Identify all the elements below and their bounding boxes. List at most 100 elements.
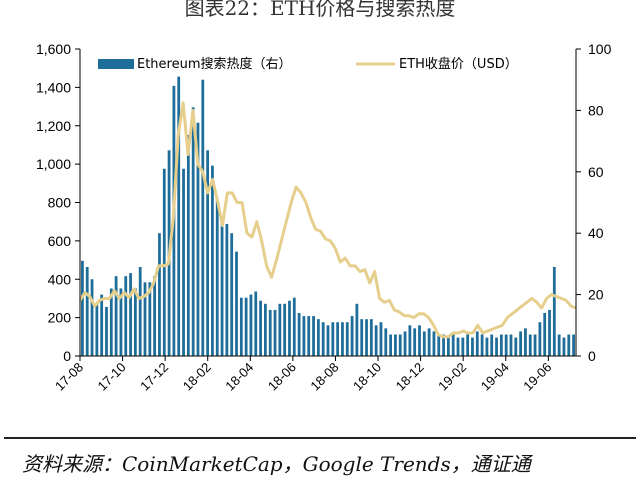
bar bbox=[148, 282, 152, 356]
right-tick-label: 80 bbox=[588, 102, 604, 118]
right-tick-label: 60 bbox=[588, 164, 604, 180]
left-tick-label: 1,000 bbox=[36, 156, 71, 172]
bar bbox=[138, 266, 142, 356]
bar bbox=[461, 337, 465, 356]
bar bbox=[528, 334, 532, 356]
bottom-rule bbox=[4, 437, 636, 439]
source-note: 资料来源：CoinMarketCap，Google Trends，通证通 bbox=[22, 452, 531, 476]
bar bbox=[119, 288, 123, 356]
right-tick-label: 100 bbox=[588, 41, 612, 57]
bar bbox=[288, 300, 291, 356]
bar bbox=[446, 337, 450, 356]
bar bbox=[548, 309, 551, 356]
x-tick-label: 18-04 bbox=[222, 360, 256, 394]
chart-title: 图表22：ETH价格与搜索热度 bbox=[184, 0, 456, 20]
bar-series bbox=[81, 76, 575, 357]
bar bbox=[109, 288, 113, 356]
bar bbox=[475, 331, 479, 356]
left-tick-label: 0 bbox=[63, 348, 71, 364]
x-tick-label: 18-10 bbox=[350, 360, 384, 394]
bar bbox=[341, 322, 344, 356]
bar bbox=[442, 334, 445, 356]
x-tick-label: 18-12 bbox=[393, 360, 427, 394]
bar bbox=[292, 297, 296, 356]
bar bbox=[499, 334, 503, 356]
bar bbox=[374, 325, 378, 356]
bar bbox=[509, 334, 513, 356]
left-tick-label: 1,200 bbox=[36, 118, 71, 134]
bar bbox=[336, 322, 340, 356]
bar bbox=[220, 217, 224, 356]
bar bbox=[326, 325, 330, 356]
bar bbox=[432, 331, 436, 356]
bar bbox=[567, 334, 571, 356]
bar bbox=[235, 251, 238, 356]
left-tick-label: 400 bbox=[48, 271, 72, 287]
bar bbox=[81, 260, 84, 356]
bar bbox=[471, 337, 474, 356]
bar bbox=[162, 168, 166, 356]
bar bbox=[307, 316, 311, 356]
bar bbox=[191, 107, 195, 356]
bar bbox=[360, 319, 364, 356]
bar bbox=[105, 306, 108, 356]
bar bbox=[321, 322, 325, 356]
right-tick-label: 40 bbox=[588, 225, 604, 241]
bar bbox=[129, 273, 132, 356]
bar bbox=[302, 316, 306, 356]
bar bbox=[133, 288, 137, 356]
legend-bar-swatch bbox=[98, 59, 134, 69]
chart-canvas: 0 200 400 600 800 1,000 1,200 1,400 1,600 0 20 40 60… bbox=[36, 41, 612, 394]
bar bbox=[297, 313, 301, 356]
bar bbox=[422, 331, 426, 356]
left-tick-label: 200 bbox=[48, 310, 72, 326]
bar bbox=[504, 334, 508, 356]
x-tick-label: 19-02 bbox=[435, 360, 469, 394]
legend-bar-label: Ethereum搜索热度（右） bbox=[137, 56, 292, 72]
bar bbox=[153, 276, 157, 356]
right-tick-label: 20 bbox=[588, 287, 604, 303]
bar bbox=[215, 199, 219, 356]
bar bbox=[273, 309, 277, 356]
bar bbox=[466, 334, 470, 356]
bar bbox=[480, 334, 484, 356]
bar bbox=[403, 331, 407, 356]
bar bbox=[427, 328, 431, 356]
bar bbox=[379, 322, 383, 356]
bar bbox=[543, 313, 547, 356]
bar bbox=[456, 337, 460, 356]
x-tick-label: 18-02 bbox=[180, 360, 214, 394]
right-tick-label: 0 bbox=[588, 348, 596, 364]
left-tick-label: 600 bbox=[48, 233, 72, 249]
bar bbox=[398, 334, 402, 356]
bar bbox=[316, 319, 320, 356]
line-series bbox=[78, 101, 577, 339]
bar bbox=[283, 303, 287, 356]
bar bbox=[418, 325, 421, 356]
bar bbox=[557, 334, 561, 356]
bar bbox=[485, 337, 489, 356]
bar bbox=[355, 303, 359, 356]
bar bbox=[186, 134, 190, 356]
bar bbox=[278, 303, 282, 356]
x-tick-label: 17-12 bbox=[137, 360, 171, 394]
bar bbox=[95, 303, 99, 356]
bar bbox=[100, 294, 104, 356]
bar bbox=[350, 316, 354, 356]
bar bbox=[201, 79, 205, 356]
bar bbox=[124, 276, 128, 356]
bar bbox=[114, 276, 118, 356]
bar bbox=[345, 322, 349, 356]
legend: Ethereum搜索热度（右） ETH收盘价（USD） bbox=[98, 56, 518, 72]
bar bbox=[552, 266, 556, 356]
x-tick-label: 17-08 bbox=[52, 360, 86, 394]
left-tick-label: 1,400 bbox=[36, 79, 71, 95]
bar bbox=[533, 334, 537, 356]
bar bbox=[196, 122, 200, 357]
bar bbox=[524, 328, 527, 356]
left-tick-label: 800 bbox=[48, 195, 72, 211]
bar bbox=[389, 334, 392, 356]
bar bbox=[90, 279, 94, 356]
bar bbox=[331, 322, 335, 356]
bar bbox=[268, 309, 272, 356]
